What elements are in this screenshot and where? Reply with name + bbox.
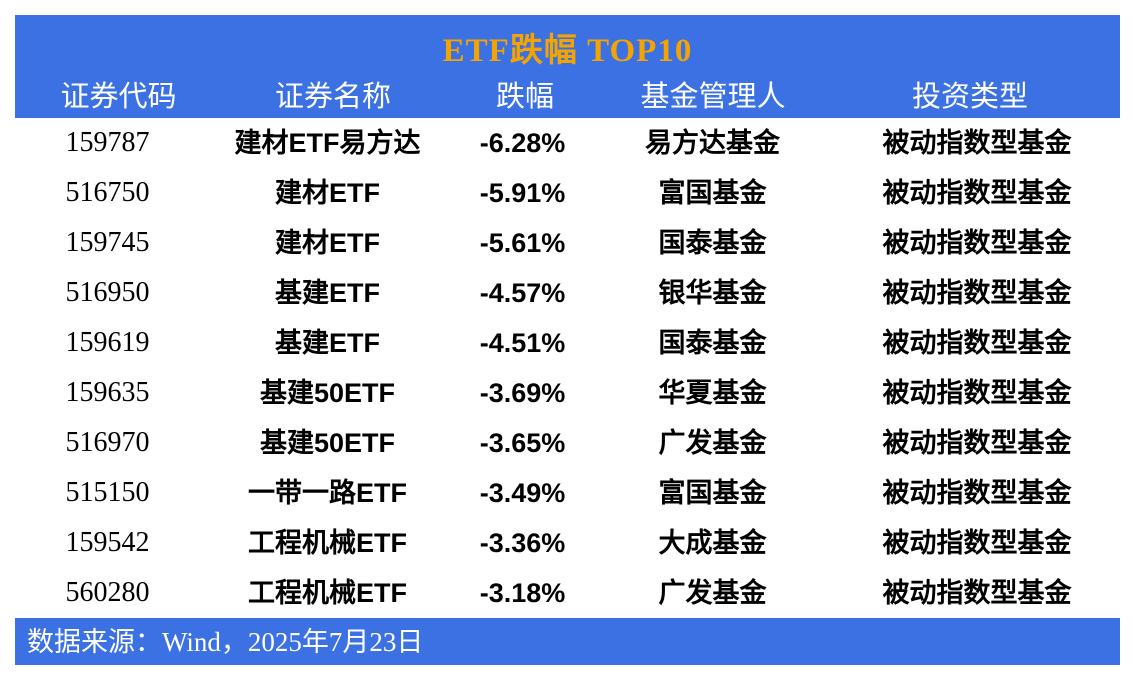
- cell-change: -3.18%: [479, 578, 566, 608]
- cell-type: 被动指数型基金: [882, 278, 1072, 308]
- cell-change: -3.65%: [479, 428, 566, 458]
- cell-change: -4.57%: [479, 278, 566, 308]
- cell-change: -5.61%: [479, 228, 566, 258]
- table-header-block: ETF跌幅 TOP10 证券代码 证券名称 跌幅 基金管理人 投资类型: [15, 15, 1120, 118]
- cell-name: 一带一路ETF: [248, 478, 407, 508]
- table-row: 159635 基建50ETF -3.69% 华夏基金 被动指数型基金: [0, 368, 1134, 418]
- cell-code: 159619: [65, 327, 150, 358]
- column-header-type: 投资类型: [911, 80, 1028, 113]
- table-row: 515150 一带一路ETF -3.49% 富国基金 被动指数型基金: [0, 468, 1134, 518]
- cell-code: 516750: [65, 177, 150, 208]
- cell-name: 工程机械ETF: [248, 528, 407, 558]
- cell-change: -3.69%: [479, 378, 566, 408]
- cell-type: 被动指数型基金: [882, 528, 1072, 558]
- cell-change: -6.28%: [479, 128, 566, 158]
- table-row: 159745 建材ETF -5.61% 国泰基金 被动指数型基金: [0, 218, 1134, 268]
- table-row: 159619 基建ETF -4.51% 国泰基金 被动指数型基金: [0, 318, 1134, 368]
- cell-type: 被动指数型基金: [882, 478, 1072, 508]
- cell-code: 159635: [65, 377, 150, 408]
- cell-type: 被动指数型基金: [882, 128, 1072, 158]
- table-body: 159787 建材ETF易方达 -6.28% 易方达基金 被动指数型基金 516…: [0, 118, 1134, 618]
- cell-code: 516970: [65, 427, 150, 458]
- cell-code: 515150: [65, 477, 150, 508]
- column-header-manager: 基金管理人: [640, 80, 786, 113]
- cell-manager: 广发基金: [658, 428, 767, 458]
- table-row: 159787 建材ETF易方达 -6.28% 易方达基金 被动指数型基金: [0, 118, 1134, 168]
- cell-code: 159542: [65, 527, 150, 558]
- cell-manager: 华夏基金: [658, 378, 767, 408]
- cell-type: 被动指数型基金: [882, 328, 1072, 358]
- table-row: 560280 工程机械ETF -3.18% 广发基金 被动指数型基金: [0, 568, 1134, 618]
- cell-type: 被动指数型基金: [882, 378, 1072, 408]
- data-source-bar: 数据来源：Wind，2025年7月23日: [15, 618, 1120, 665]
- column-header-change: 跌幅: [495, 80, 554, 113]
- cell-manager: 富国基金: [658, 478, 767, 508]
- cell-type: 被动指数型基金: [882, 578, 1072, 608]
- cell-code: 159745: [65, 227, 150, 258]
- cell-manager: 富国基金: [658, 178, 767, 208]
- table-row: 516750 建材ETF -5.91% 富国基金 被动指数型基金: [0, 168, 1134, 218]
- table-row: 516970 基建50ETF -3.65% 广发基金 被动指数型基金: [0, 418, 1134, 468]
- cell-name: 建材ETF: [275, 228, 380, 258]
- cell-manager: 易方达基金: [645, 128, 780, 158]
- table-row: 159542 工程机械ETF -3.36% 大成基金 被动指数型基金: [0, 518, 1134, 568]
- cell-name: 建材ETF: [275, 178, 380, 208]
- table-row: 516950 基建ETF -4.57% 银华基金 被动指数型基金: [0, 268, 1134, 318]
- cell-change: -3.49%: [479, 478, 566, 508]
- cell-name: 工程机械ETF: [248, 578, 407, 608]
- cell-change: -4.51%: [479, 328, 566, 358]
- cell-name: 建材ETF易方达: [234, 128, 421, 158]
- cell-code: 516950: [65, 277, 150, 308]
- column-header-name: 证券名称: [274, 80, 391, 113]
- column-header-code: 证券代码: [60, 80, 177, 113]
- cell-name: 基建50ETF: [259, 428, 396, 458]
- cell-type: 被动指数型基金: [882, 178, 1072, 208]
- cell-type: 被动指数型基金: [882, 428, 1072, 458]
- column-header-row: 证券代码 证券名称 跌幅 基金管理人 投资类型: [15, 75, 1120, 118]
- cell-code: 560280: [65, 577, 150, 608]
- page-title: ETF跌幅 TOP10: [442, 33, 693, 69]
- cell-manager: 国泰基金: [658, 228, 767, 258]
- cell-name: 基建50ETF: [259, 378, 396, 408]
- cell-manager: 国泰基金: [658, 328, 767, 358]
- cell-manager: 大成基金: [658, 528, 767, 558]
- cell-name: 基建ETF: [275, 278, 380, 308]
- cell-type: 被动指数型基金: [882, 228, 1072, 258]
- cell-code: 159787: [65, 127, 150, 158]
- data-source-text: 数据来源：Wind，2025年7月23日: [27, 626, 424, 657]
- cell-change: -5.91%: [479, 178, 566, 208]
- cell-manager: 银华基金: [658, 278, 767, 308]
- cell-name: 基建ETF: [275, 328, 380, 358]
- cell-change: -3.36%: [479, 528, 566, 558]
- cell-manager: 广发基金: [658, 578, 767, 608]
